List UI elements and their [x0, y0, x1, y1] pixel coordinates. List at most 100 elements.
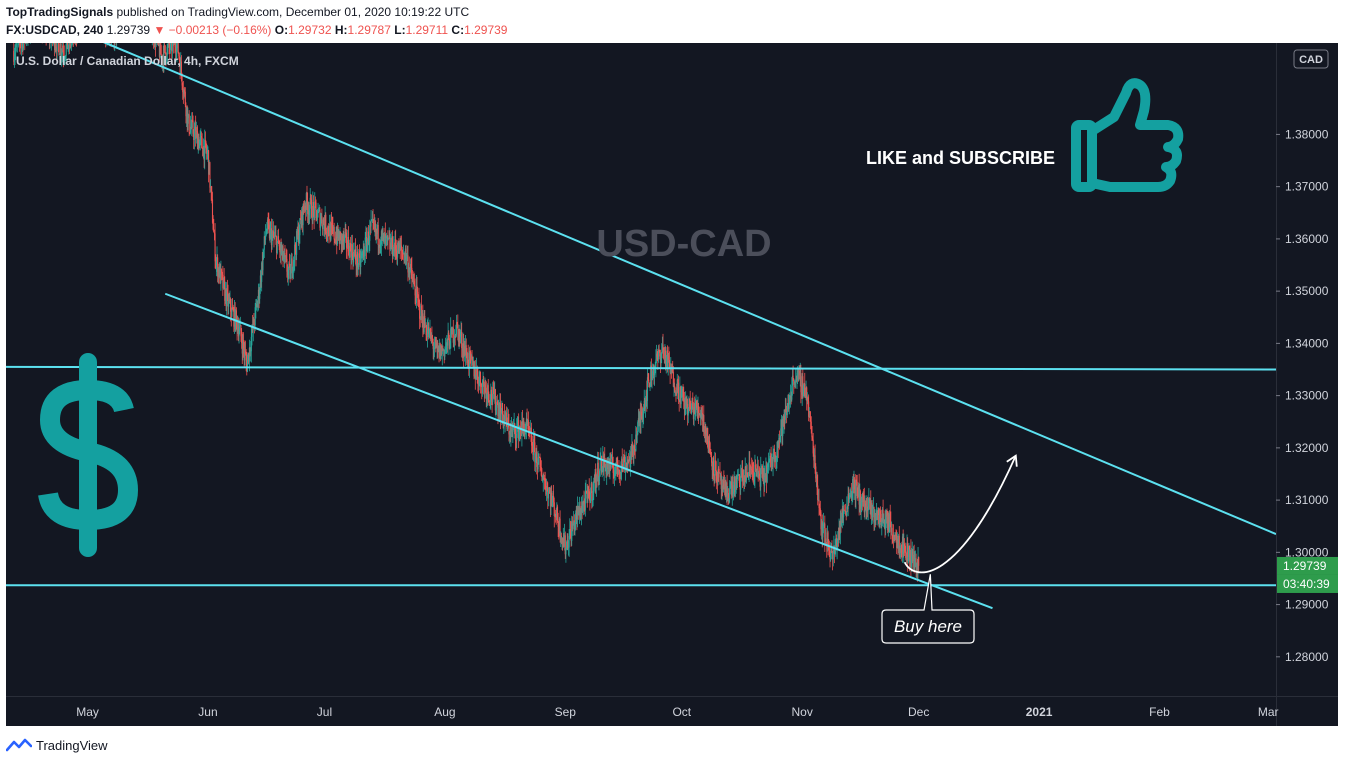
candle — [331, 216, 333, 234]
candle — [233, 300, 236, 334]
y-tick-label: 1.30000 — [1285, 545, 1329, 559]
candle — [914, 551, 916, 571]
candle — [274, 225, 276, 240]
candle — [461, 322, 463, 358]
candle — [471, 349, 473, 361]
candle — [265, 228, 267, 237]
candle — [475, 375, 477, 380]
candle — [864, 495, 866, 520]
candle — [243, 340, 245, 367]
candle — [850, 487, 852, 498]
footer-brand[interactable]: TradingView — [36, 737, 108, 753]
candle — [655, 349, 657, 378]
candle — [508, 413, 510, 442]
candle — [710, 449, 712, 458]
tradingview-logo-icon[interactable] — [6, 738, 32, 752]
candle — [353, 242, 355, 267]
candle — [687, 407, 689, 424]
candle — [316, 209, 318, 224]
candle — [308, 202, 310, 225]
candle — [518, 413, 520, 449]
candle — [323, 215, 326, 237]
candle — [341, 233, 343, 253]
candle — [702, 414, 704, 433]
candle — [548, 487, 550, 493]
candle — [405, 244, 407, 265]
candle — [515, 433, 517, 452]
candle — [887, 512, 889, 537]
candle — [749, 464, 751, 479]
candle — [811, 425, 813, 441]
resistance-line[interactable] — [6, 365, 1276, 371]
candle — [768, 458, 770, 471]
candle — [254, 318, 256, 334]
chart-canvas[interactable]: USD-CAD LIKE and SUBSCRIBE Buy here U.S. D… — [6, 43, 1338, 726]
candle — [241, 328, 243, 349]
lower-channel-line[interactable] — [164, 292, 993, 610]
candle — [379, 239, 381, 254]
candle — [182, 82, 184, 100]
candle — [358, 244, 360, 258]
candle — [435, 336, 437, 353]
candle — [766, 462, 768, 484]
candle — [608, 456, 610, 475]
candle — [476, 357, 478, 380]
candle — [604, 463, 606, 472]
candle — [474, 360, 476, 390]
candle — [409, 267, 411, 284]
candle — [846, 505, 849, 513]
candle — [863, 487, 865, 518]
candle — [266, 217, 269, 234]
candle — [164, 45, 166, 55]
candle — [758, 466, 761, 481]
candle — [567, 533, 569, 551]
publisher-name[interactable]: TopTradingSignals — [6, 5, 114, 19]
publish-line: TopTradingSignals published on TradingVi… — [6, 5, 469, 19]
candle — [328, 226, 330, 244]
candle — [165, 52, 167, 67]
candle — [593, 474, 595, 483]
candle — [527, 418, 529, 426]
symbol-label[interactable]: FX:USDCAD, 240 — [6, 23, 104, 37]
candle — [501, 402, 504, 425]
candle — [382, 226, 384, 247]
candle — [446, 338, 449, 353]
candle — [485, 379, 487, 394]
candle — [846, 496, 848, 517]
candle — [371, 219, 373, 222]
candle — [805, 380, 807, 401]
candle — [76, 43, 77, 47]
chart-frame[interactable]: USD-CAD LIKE and SUBSCRIBE Buy here U.S. D… — [6, 43, 1338, 726]
candle — [499, 393, 501, 423]
candle — [871, 499, 873, 521]
candle — [250, 326, 252, 363]
candle — [408, 256, 410, 280]
upper-channel-line[interactable] — [6, 43, 1276, 535]
candle — [172, 43, 174, 46]
candle — [737, 474, 739, 477]
candle — [718, 472, 720, 474]
candle — [301, 206, 303, 228]
projection-arrow[interactable] — [903, 455, 1017, 574]
candle — [640, 400, 642, 434]
currency-badge[interactable]: CAD — [1293, 49, 1329, 69]
candle — [283, 248, 285, 269]
x-tick-label: Dec — [908, 705, 929, 719]
candle — [637, 409, 639, 432]
buy-here-callout[interactable]: Buy here — [881, 574, 975, 644]
candle — [844, 510, 846, 514]
y-tick-label: 1.32000 — [1285, 441, 1329, 455]
candle — [296, 228, 298, 261]
candle — [542, 473, 544, 492]
candle — [868, 497, 871, 510]
candle — [306, 185, 308, 210]
candle — [835, 531, 837, 557]
candle — [637, 420, 639, 436]
candle — [298, 224, 300, 250]
quote-line: FX:USDCAD, 240 1.29739 ▼ −0.00213 (−0.16… — [6, 23, 507, 37]
candle — [284, 244, 286, 264]
candle — [377, 217, 379, 256]
candle — [450, 326, 452, 338]
candle — [422, 317, 425, 335]
candle — [173, 43, 175, 54]
